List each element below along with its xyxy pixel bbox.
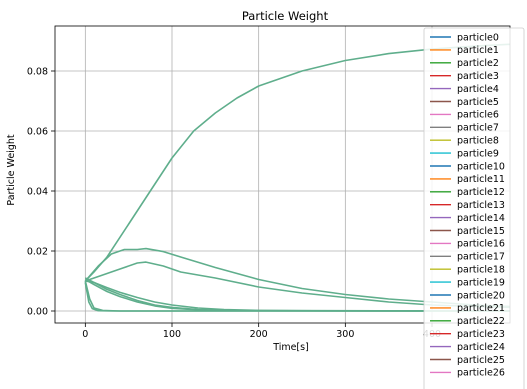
legend-label: particle23 [457, 329, 505, 340]
legend-label: particle14 [457, 213, 505, 224]
legend-label: particle21 [457, 303, 505, 314]
legend-label: particle15 [457, 226, 505, 237]
legend-label: particle1 [457, 45, 499, 56]
legend-label: particle24 [457, 342, 505, 353]
series-line-7 [84, 282, 510, 312]
legend-label: particle18 [457, 265, 505, 276]
y-tick-label: 0.00 [27, 307, 48, 318]
x-tick-label: 300 [336, 329, 354, 340]
x-axis: 0100200300400 [82, 323, 441, 340]
x-axis-label: Time[s] [272, 342, 309, 353]
legend-label: particle10 [457, 161, 505, 172]
y-tick-label: 0.06 [27, 127, 48, 138]
legend-label: particle3 [457, 71, 499, 82]
x-tick-label: 100 [163, 329, 181, 340]
y-tick-label: 0.04 [27, 187, 48, 198]
legend-label: particle19 [457, 277, 505, 288]
legend-label: particle7 [457, 123, 499, 134]
legend-label: particle12 [457, 187, 505, 198]
legend-label: particle16 [457, 239, 505, 250]
legend-label: particle9 [457, 148, 499, 159]
legend-label: particle17 [457, 252, 505, 263]
series-line-1 [84, 247, 511, 308]
legend-label: particle22 [457, 316, 505, 327]
legend-label: particle0 [457, 32, 499, 43]
chart-title: Particle Weight [242, 9, 329, 23]
legend-label: particle25 [457, 355, 505, 366]
y-tick-label: 0.08 [27, 67, 48, 78]
legend-label: particle8 [457, 136, 499, 147]
legend-label: particle11 [457, 174, 505, 185]
legend-label: particle5 [457, 97, 499, 108]
series-line-2 [85, 261, 511, 309]
series-line-0 [84, 43, 511, 282]
legend-label: particle26 [457, 368, 505, 379]
x-tick-label: 200 [250, 329, 268, 340]
x-tick-label: 0 [82, 329, 88, 340]
legend-label: particle4 [457, 84, 499, 95]
y-axis: 0.00 0.02 0.04 0.06 0.08 [27, 67, 55, 318]
legend-label: particle2 [457, 58, 499, 69]
legend: particle0 particle1 particle2 particle3 part… [423, 27, 525, 389]
legend-label: particle6 [457, 110, 499, 121]
series-lines [84, 43, 511, 312]
legend-label: particle13 [457, 200, 505, 211]
y-tick-label: 0.02 [27, 247, 48, 258]
legend-box [423, 27, 525, 389]
y-axis-label: Particle Weight [6, 134, 17, 205]
legend-label: particle20 [457, 290, 505, 301]
